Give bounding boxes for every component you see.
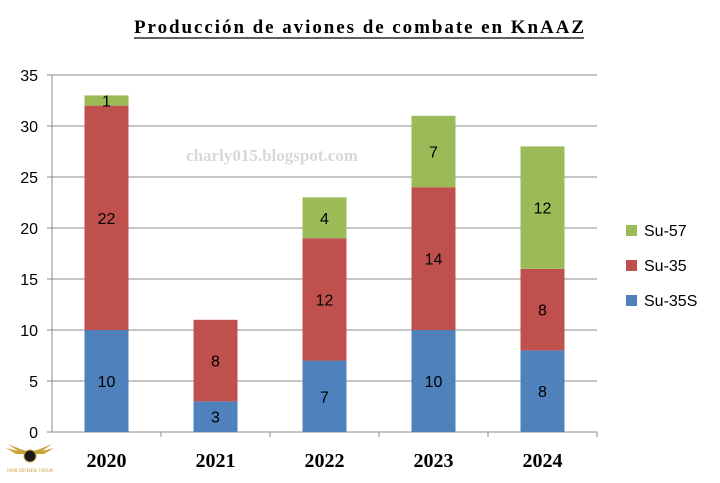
y-tick-label: 15 [20,272,38,289]
data-label: 22 [98,211,116,228]
bar-su-35 [411,187,456,330]
bar-su-35 [520,268,565,351]
data-label: 1 [102,94,111,111]
x-axis-ticks: 2020 2021 2022 2023 2024 [87,450,563,472]
data-label: 12 [316,292,334,309]
legend-label: Su-57 [644,223,687,240]
bar-su-35s [302,360,347,432]
x-tick-label: 2024 [523,450,563,472]
x-tick-label: 2023 [414,450,454,472]
legend-swatch [626,260,637,271]
data-label: 12 [534,201,552,218]
y-tick-label: 10 [20,323,38,340]
bar-su-57 [302,197,347,239]
legend-label: Su-35S [644,293,697,310]
legend-swatch [626,295,637,306]
data-label: 4 [320,211,329,228]
da-logo: ARAB DEFENSE FORUM [6,444,54,473]
y-tick-label: 35 [20,68,38,85]
y-tick-label: 5 [29,374,38,391]
data-label: 10 [425,374,443,391]
data-label: 10 [98,374,116,391]
bars [84,95,565,432]
wings-icon [6,444,54,454]
bar-su-35s [520,350,565,432]
bar-su-57 [411,115,456,188]
y-tick-label: 25 [20,170,38,187]
data-label: 8 [538,303,547,320]
bar-su-35s [193,401,238,432]
data-label: 14 [425,252,443,269]
y-tick-label: 30 [20,119,38,136]
data-label: 7 [320,389,329,406]
chart-title: Producción de aviones de combate en KnAA… [134,17,584,38]
legend-label: Su-35 [644,258,687,275]
data-label: 8 [538,384,547,401]
legend-swatch [626,225,637,236]
data-labels: 10 22 1 3 8 7 12 4 10 14 7 8 8 12 [98,94,552,427]
data-label: 3 [211,410,220,427]
bar-su-35s [411,330,456,432]
x-tick-label: 2021 [196,450,236,472]
y-tick-label: 20 [20,221,38,238]
watermark: charly015.blogspot.com [186,146,358,165]
bar-su-35s [84,330,129,432]
y-tick-label: 0 [29,425,38,442]
bar-su-57 [520,146,565,269]
data-label: 7 [429,145,438,162]
bar-su-57 [84,95,129,106]
y-axis-ticks: 0 5 10 15 20 25 30 35 [20,68,38,442]
logo-emblem [23,449,37,463]
x-tick-label: 2020 [87,450,127,472]
bar-su-35 [193,319,238,402]
legend: Su-57 Su-35 Su-35S [626,223,697,310]
x-tick-label: 2022 [305,450,345,472]
logo-text: ARAB DEFENSE FORUM [7,468,54,473]
bar-su-35 [84,105,129,330]
bar-su-35 [302,238,347,361]
data-label: 8 [211,354,220,371]
